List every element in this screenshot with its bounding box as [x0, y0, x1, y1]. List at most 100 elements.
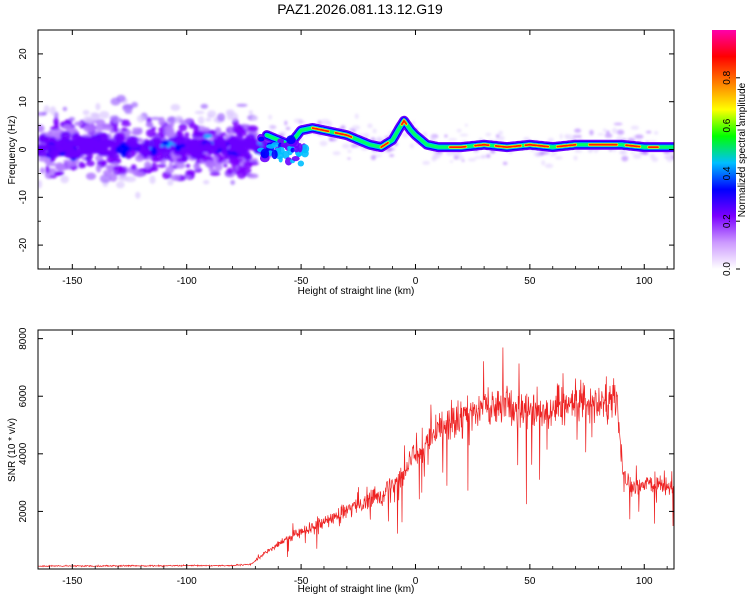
spectrogram-halo-blob	[616, 129, 625, 135]
spectrogram-turbulence-blob	[278, 156, 283, 163]
spectrogram-halo-blob	[653, 130, 659, 135]
spectrogram-noise-blob	[78, 161, 85, 169]
spectrogram-halo-blob	[621, 155, 629, 162]
spectrogram-halo-blob	[574, 149, 583, 153]
spectrogram-noise-blob	[165, 166, 175, 174]
snr-y-axis: 2000 4000 6000 8000	[18, 327, 674, 523]
spectrogram-core-blob	[245, 133, 256, 143]
spectrogram-noise-blob	[194, 110, 205, 115]
spectrogram-halo-blob	[552, 151, 557, 156]
spectrogram-noise-blob	[185, 169, 196, 177]
spectrogram-y-axis: -20 -10 0 10 20	[18, 29, 674, 270]
spectrogram-core-blob	[145, 139, 160, 148]
spectrogram-halo-blob	[285, 126, 291, 131]
spectrogram-noise-blob	[110, 97, 121, 106]
spectrogram-turbulence-blob	[280, 142, 288, 148]
colorbar-tick-label: 0.2	[722, 214, 733, 228]
spectrogram-core-blob	[179, 148, 186, 157]
spectrogram-turbulence-blob	[277, 138, 284, 145]
spectrogram-noise-blob	[222, 163, 228, 168]
spectrogram-noise-blob	[131, 130, 141, 136]
spectrogram-halo-blob	[401, 132, 409, 138]
spectrogram-halo-blob	[444, 134, 448, 138]
spectrogram-halo-blob	[456, 155, 464, 160]
spectrogram-noise-blob	[170, 122, 175, 128]
snr-x-label: Height of straight line (km)	[298, 584, 415, 595]
spectrogram-ridge-peak	[524, 143, 550, 148]
spectrogram-halo-blob	[347, 149, 352, 153]
spectrogram-turbulence-blob	[294, 145, 299, 153]
spectrogram-noise-blob	[208, 168, 216, 173]
spectrogram-turbulence-blob	[290, 147, 295, 153]
spectrogram-halo-blob	[452, 150, 462, 157]
spectrogram-noise-blob	[102, 123, 114, 131]
spectrogram-halo-blob	[389, 154, 395, 157]
spectrogram-noise-blob	[200, 103, 209, 109]
spectrogram-noise-blob	[83, 124, 96, 133]
spectrogram-halo-blob	[351, 125, 361, 131]
spectrogram-x-label: Height of straight line (km)	[298, 286, 415, 297]
spectrogram-noise-blob	[145, 122, 154, 128]
figure-title: PAZ1.2026.081.13.12.G19	[277, 1, 443, 17]
spectrogram-halo-blob	[632, 153, 642, 159]
spectrogram-core-blob	[160, 154, 172, 160]
spectrogram-noise-blob	[135, 154, 144, 162]
spectrogram-noise-blob	[156, 164, 167, 168]
spectrogram-core-blob	[235, 148, 247, 156]
spectrogram-core-blob	[141, 148, 148, 158]
spectrogram-noise-blob	[85, 172, 97, 180]
spectrogram-x-tick-label: -150	[62, 276, 82, 287]
spectrogram-x-tick-label: 0	[413, 276, 419, 287]
spectrogram-noise-blob	[237, 165, 247, 174]
spectrogram-halo-blob	[485, 132, 492, 137]
spectrogram-core-blob	[38, 133, 47, 142]
spectrogram-halo-blob	[604, 133, 613, 138]
spectrogram-halo-blob	[634, 134, 644, 139]
spectrogram-noise-blob	[230, 112, 239, 122]
spectrogram-halo-blob	[486, 154, 491, 159]
spectrogram-halo-blob	[541, 160, 546, 166]
spectrogram-ridge-peak	[556, 143, 577, 148]
spectrogram-noise-blob	[193, 163, 201, 170]
spectrogram-halo-blob	[474, 156, 481, 159]
spectrogram-noise-blob	[205, 117, 212, 122]
spectrogram-halo-blob	[502, 161, 508, 165]
spectrogram-noise-blob	[66, 160, 78, 167]
spectrogram-core-blob	[211, 145, 219, 151]
spectrogram-halo-blob	[354, 113, 359, 119]
spectrogram-turbulence-blob	[277, 146, 285, 155]
spectrogram-noise-blob	[217, 113, 226, 122]
spectrogram-halo-blob	[409, 143, 415, 149]
spectrogram-noise-blob	[83, 115, 94, 124]
spectrogram-noise-blob	[251, 158, 258, 162]
spectrogram-noise-blob	[82, 109, 90, 116]
spectrogram-core-blob	[161, 139, 170, 146]
colorbar-tick-label: 0.4	[722, 166, 733, 180]
spectrogram-halo-blob	[347, 157, 351, 160]
spectrogram-noise-blob	[197, 116, 205, 125]
snr-x-tick-label: -100	[177, 576, 197, 587]
spectrogram-noise-blob	[62, 106, 68, 112]
spectrogram-halo-blob	[620, 150, 626, 154]
spectrogram-halo-blob	[572, 135, 579, 138]
spectrogram-noise-blob	[135, 191, 141, 199]
spectrogram-halo-blob	[352, 129, 356, 133]
spectrogram-core-blob	[224, 154, 237, 160]
spectrogram-core-blob	[221, 146, 229, 157]
snr-x-tick-label: -50	[294, 576, 309, 587]
spectrogram-ridge-peak	[400, 119, 408, 126]
spectrogram-noise-blob	[53, 117, 59, 126]
spectrogram-noise-blob	[109, 115, 119, 121]
spectrogram-core-blob	[115, 145, 129, 155]
spectrogram-halo-blob	[349, 128, 354, 131]
spectrogram-core-blob	[150, 146, 158, 156]
spectrogram-y-tick-label: 20	[18, 48, 29, 60]
spectrogram-ridge-peak	[380, 141, 389, 148]
snr-y-tick-label: 4000	[18, 442, 29, 465]
spectrogram-noise-blob	[130, 164, 137, 171]
spectrogram-ridge-peak	[625, 144, 641, 148]
spectrogram-noise-blob	[204, 160, 215, 168]
spectrogram-core-blob	[243, 153, 252, 161]
spectrogram-core-blob	[116, 135, 124, 144]
